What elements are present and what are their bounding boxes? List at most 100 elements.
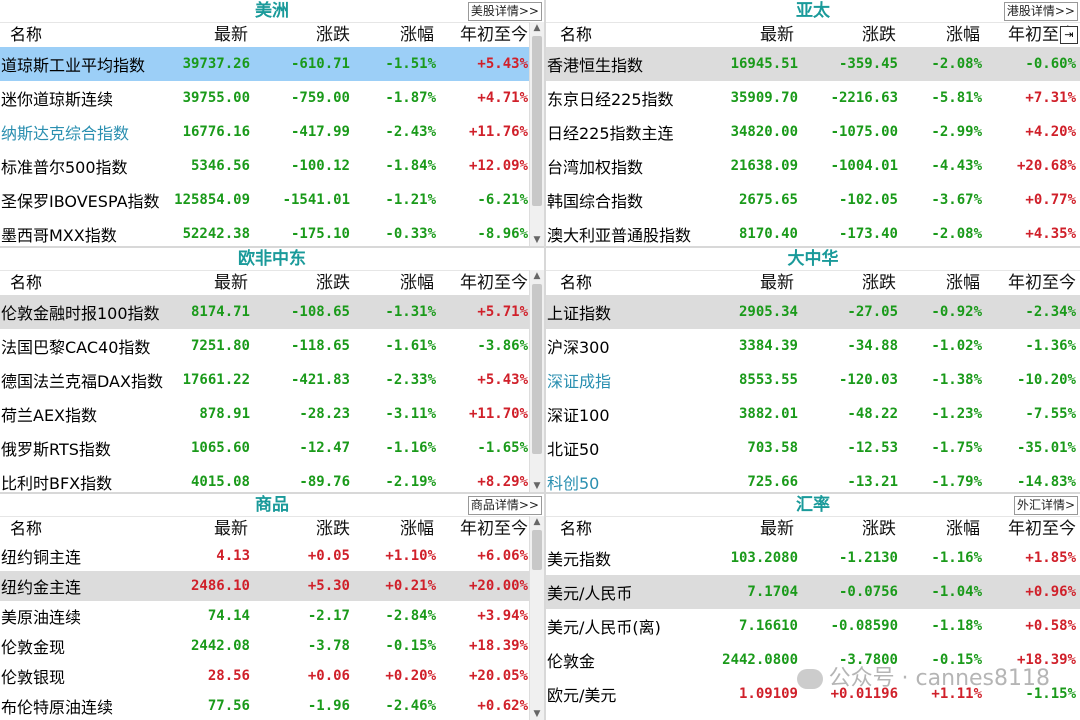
table-row[interactable]: 俄罗斯RTS指数 1065.60 -12.47 -1.16% -1.65% (0, 431, 544, 465)
scroll-thumb[interactable] (532, 284, 542, 454)
scroll-down-icon[interactable]: ▼ (533, 481, 541, 491)
cell-ytd: -6.21% (477, 192, 528, 208)
column-header[interactable]: 最新 (760, 519, 794, 539)
table-row[interactable]: 美元/人民币(离) 7.16610 -0.08590 -1.18% +0.58% (546, 609, 1080, 643)
table-row[interactable]: 日经225指数主连 34820.00 -1075.00 -2.99% +4.20% (546, 115, 1080, 149)
column-header[interactable]: 最新 (760, 273, 794, 293)
table-row[interactable]: 深证100 3882.01 -48.22 -1.23% -7.55% (546, 397, 1080, 431)
panel-3: 大中华名称 最新 涨跌 涨幅 年初至今 上证指数 2905.34 -27.05 -0.92% -2… (546, 248, 1080, 492)
table-row[interactable]: 北证50 703.58 -12.53 -1.75% -35.01% (546, 431, 1080, 465)
instrument-name: 韩国综合指数 (547, 192, 644, 211)
table-row[interactable]: 德国法兰克福DAX指数 17661.22 -421.83 -2.33% +5.43% (0, 363, 544, 397)
table-row[interactable]: 伦敦金现 2442.08 -3.78 -0.15% +18.39% (0, 631, 544, 661)
table-row[interactable]: 伦敦金 2442.0800 -3.7800 -0.15% +18.39% (546, 643, 1080, 677)
column-header[interactable]: 名称 (560, 273, 593, 292)
table-row[interactable]: 科创50 725.66 -13.21 -1.79% -14.83% (546, 465, 1080, 492)
table-row[interactable]: 荷兰AEX指数 878.91 -28.23 -3.11% +11.70% (0, 397, 544, 431)
column-header[interactable]: 涨幅 (946, 25, 980, 45)
column-header[interactable]: 最新 (214, 25, 248, 45)
table-row[interactable]: 台湾加权指数 21638.09 -1004.01 -4.43% +20.68% (546, 149, 1080, 183)
cell-pct: -4.43% (931, 158, 982, 174)
table-row[interactable]: 迷你道琼斯连续 39755.00 -759.00 -1.87% +4.71% (0, 81, 544, 115)
cell-chg: -1.2130 (838, 550, 898, 566)
cell-ytd: +5.71% (477, 304, 528, 320)
table-row[interactable]: 纽约金主连 2486.10 +5.30 +0.21% +20.00% (0, 571, 544, 601)
table-row[interactable]: 布伦特原油连续 77.56 -1.96 -2.46% +0.62% (0, 691, 544, 720)
column-header[interactable]: 最新 (760, 25, 794, 45)
panel-title: 大中华 (546, 248, 1080, 271)
table-row[interactable]: 欧元/美元 1.09109 +0.01196 +1.11% -1.15% (546, 677, 1080, 711)
column-header[interactable]: 年初至今 (1008, 273, 1076, 293)
table-row[interactable]: 伦敦银现 28.56 +0.06 +0.20% +20.05% (0, 661, 544, 691)
table-row[interactable]: 纽约铜主连 4.13 +0.05 +1.10% +6.06% (0, 541, 544, 571)
details-button[interactable]: 美股详情>> (467, 2, 542, 21)
cell-ytd: +7.31% (1025, 90, 1076, 106)
cell-pct: +1.10% (385, 548, 436, 564)
cell-last: 1.09109 (738, 686, 798, 702)
column-header[interactable]: 名称 (10, 25, 43, 44)
scrollbar[interactable]: ▲ ▼ (529, 270, 544, 492)
table-row[interactable]: 澳大利亚普通股指数 8170.40 -173.40 -2.08% +4.35% (546, 217, 1080, 246)
scroll-up-icon[interactable]: ▲ (533, 23, 541, 33)
scroll-down-icon[interactable]: ▼ (533, 235, 541, 245)
column-header[interactable]: 年初至今 (1008, 519, 1076, 539)
column-header[interactable]: 涨幅 (400, 519, 434, 539)
cell-pct: -2.84% (385, 608, 436, 624)
column-header[interactable]: 年初至今 (460, 273, 528, 293)
column-header[interactable]: 年初至今 (460, 25, 528, 45)
panel-title-text: 美洲 (255, 1, 289, 21)
table-row[interactable]: 法国巴黎CAC40指数 7251.80 -118.65 -1.61% -3.86% (0, 329, 544, 363)
table-row[interactable]: 上证指数 2905.34 -27.05 -0.92% -2.34% (546, 295, 1080, 329)
table-row[interactable]: 道琼斯工业平均指数 39737.26 -610.71 -1.51% +5.43% (0, 47, 544, 81)
scrollbar[interactable]: ▲ ▼ (529, 22, 544, 246)
table-row[interactable]: 圣保罗IBOVESPA指数 125854.09 -1541.01 -1.21% -6.2… (0, 183, 544, 217)
column-header[interactable]: 年初至今 (460, 519, 528, 539)
column-header[interactable]: 名称 (10, 273, 43, 292)
exit-icon[interactable]: ⇥ (1060, 26, 1078, 44)
cell-ytd: +0.62% (477, 698, 528, 714)
scroll-thumb[interactable] (532, 530, 542, 570)
cell-chg: -12.47 (299, 440, 350, 456)
cell-ytd: +20.05% (468, 668, 528, 684)
table-row[interactable]: 英镑/美元 (546, 711, 1080, 720)
column-header[interactable]: 涨跌 (316, 519, 350, 539)
column-header[interactable]: 名称 (560, 519, 593, 538)
details-button[interactable]: 港股详情>> (1003, 2, 1078, 21)
scroll-thumb[interactable] (532, 36, 542, 206)
table-row[interactable]: 墨西哥MXX指数 52242.38 -175.10 -0.33% -8.96% (0, 217, 544, 246)
column-header[interactable]: 涨跌 (316, 25, 350, 45)
details-button[interactable]: 外汇详情> (1013, 496, 1078, 515)
column-header[interactable]: 涨跌 (862, 25, 896, 45)
table-row[interactable]: 比利时BFX指数 4015.08 -89.76 -2.19% +8.29% (0, 465, 544, 492)
table-row[interactable]: 纳斯达克综合指数 16776.16 -417.99 -2.43% +11.76% (0, 115, 544, 149)
column-header[interactable]: 涨幅 (946, 273, 980, 293)
scroll-down-icon[interactable]: ▼ (533, 709, 541, 719)
table-row[interactable]: 伦敦金融时报100指数 8174.71 -108.65 -1.31% +5.71% (0, 295, 544, 329)
table-row[interactable]: 沪深300 3384.39 -34.88 -1.02% -1.36% (546, 329, 1080, 363)
instrument-name: 纽约金主连 (1, 578, 82, 597)
table-row[interactable]: 美元指数 103.2080 -1.2130 -1.16% +1.85% (546, 541, 1080, 575)
table-row[interactable]: 深证成指 8553.55 -120.03 -1.38% -10.20% (546, 363, 1080, 397)
column-header[interactable]: 最新 (214, 273, 248, 293)
column-header[interactable]: 涨幅 (400, 25, 434, 45)
column-header[interactable]: 涨跌 (316, 273, 350, 293)
table-row[interactable]: 美元/人民币 7.1704 -0.0756 -1.04% +0.96% (546, 575, 1080, 609)
details-button[interactable]: 商品详情>> (467, 496, 542, 515)
cell-ytd (982, 711, 1076, 720)
column-header[interactable]: 名称 (10, 519, 43, 538)
column-header[interactable]: 涨幅 (400, 273, 434, 293)
table-row[interactable]: 香港恒生指数 16945.51 -359.45 -2.08% -0.60% (546, 47, 1080, 81)
scroll-up-icon[interactable]: ▲ (533, 517, 541, 527)
column-header[interactable]: 名称 (560, 25, 593, 44)
table-row[interactable]: 标准普尔500指数 5346.56 -100.12 -1.84% +12.09% (0, 149, 544, 183)
scroll-up-icon[interactable]: ▲ (533, 271, 541, 281)
scrollbar[interactable]: ▲ ▼ (529, 516, 544, 720)
column-header[interactable]: 涨幅 (946, 519, 980, 539)
table-row[interactable]: 美原油连续 74.14 -2.17 -2.84% +3.94% (0, 601, 544, 631)
column-header[interactable]: 年初至今 (1008, 25, 1076, 45)
column-header[interactable]: 涨跌 (862, 273, 896, 293)
table-row[interactable]: 东京日经225指数 35909.70 -2216.63 -5.81% +7.31% (546, 81, 1080, 115)
table-row[interactable]: 韩国综合指数 2675.65 -102.05 -3.67% +0.77% (546, 183, 1080, 217)
column-header[interactable]: 最新 (214, 519, 248, 539)
column-header[interactable]: 涨跌 (862, 519, 896, 539)
